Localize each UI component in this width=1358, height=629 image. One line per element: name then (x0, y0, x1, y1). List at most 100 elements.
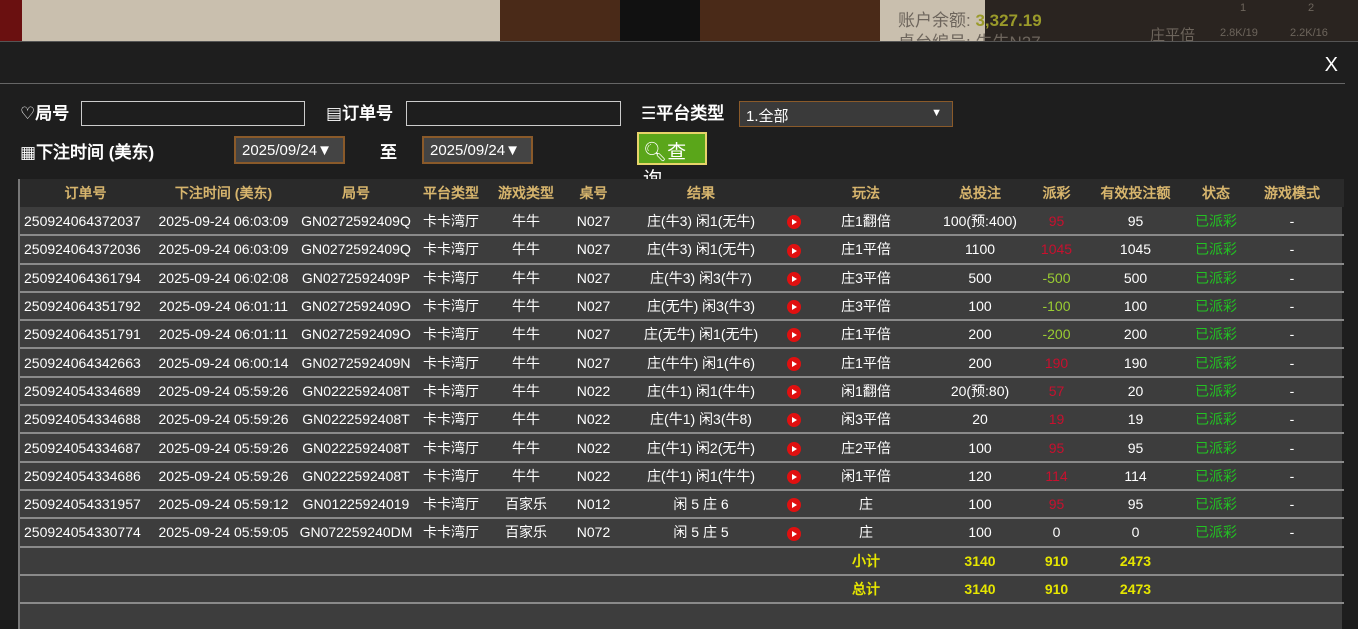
order-id: 250924054334686 (20, 461, 151, 491)
play-video-icon[interactable] (786, 498, 801, 513)
status-badge: 已派彩 (1192, 348, 1240, 378)
table-row: 250924054330774 2025-09-24 05:59:05 GN0722… (20, 518, 1344, 548)
valid-bet: 500 (1079, 263, 1192, 293)
total-bet: 20 (926, 405, 1034, 435)
total-valid: 2473 (1079, 574, 1192, 605)
result: 闲 5 庄 5 (621, 518, 781, 548)
empty-cell (1192, 574, 1240, 605)
valid-bet: 190 (1079, 348, 1192, 378)
order-input[interactable] (406, 101, 621, 126)
game-type: 百家乐 (486, 489, 566, 520)
column-header: 订单号 (20, 179, 151, 207)
empty-cell (416, 574, 486, 605)
bet-time: 2025-09-24 05:59:05 (151, 518, 296, 548)
bet-option: 庄3平倍 (806, 263, 926, 293)
round-id: GN0222592408T (296, 405, 416, 435)
platform: 卡卡湾厅 (416, 291, 486, 322)
result: 庄(牛1) 闲3(牛8) (621, 405, 781, 435)
valid-bet: 100 (1079, 291, 1192, 322)
order-id: 250924064351792 (20, 291, 151, 322)
play-video-icon[interactable] (786, 356, 801, 371)
round-input[interactable] (81, 101, 305, 126)
empty-cell (781, 546, 806, 576)
payout: -200 (1034, 320, 1079, 350)
status-badge: 已派彩 (1192, 518, 1240, 548)
play-video-icon[interactable] (786, 469, 801, 484)
platform: 卡卡湾厅 (416, 348, 486, 378)
result: 庄(无牛) 闲1(无牛) (621, 320, 781, 350)
valid-bet: 1045 (1079, 235, 1192, 265)
order-filter-label: ▤订单号 (326, 104, 394, 123)
play-video-icon[interactable] (786, 441, 801, 456)
bet-option: 庄 (806, 489, 926, 520)
bet-time: 2025-09-24 05:59:26 (151, 433, 296, 463)
game-type: 牛牛 (486, 320, 566, 350)
order-id: 250924054331957 (20, 489, 151, 520)
bet-time: 2025-09-24 06:00:14 (151, 348, 296, 378)
empty-cell (621, 546, 781, 576)
date-to-picker[interactable]: 2025/09/24▼ (422, 136, 533, 164)
payout: 57 (1034, 376, 1079, 407)
query-button[interactable]: 🔍︎查询 (637, 132, 707, 190)
play-video-icon[interactable] (786, 413, 801, 428)
game-type: 牛牛 (486, 207, 566, 237)
payout: 19 (1034, 405, 1079, 435)
game-type: 牛牛 (486, 348, 566, 378)
column-header: 平台类型 (416, 179, 486, 207)
result: 庄(牛3) 闲1(无牛) (621, 235, 781, 265)
valid-bet: 114 (1079, 461, 1192, 491)
payout: 95 (1034, 489, 1079, 520)
empty-cell (296, 546, 416, 576)
total-bet: 1100 (926, 235, 1034, 265)
total-bet: 100(预:400) (926, 207, 1034, 237)
tag-icon: ♡ (20, 104, 36, 123)
play-video-icon[interactable] (786, 328, 801, 343)
platform: 卡卡湾厅 (416, 263, 486, 293)
subtotal-payout: 910 (1034, 546, 1079, 576)
column-header: 结果 (621, 179, 781, 207)
column-header: 下注时间 (美东) (151, 179, 296, 207)
table-id: N027 (566, 291, 621, 322)
valid-bet: 95 (1079, 489, 1192, 520)
bet-option: 闲1翻倍 (806, 376, 926, 407)
column-header: 游戏类型 (486, 179, 566, 207)
payout: 114 (1034, 461, 1079, 491)
result: 庄(无牛) 闲3(牛3) (621, 291, 781, 322)
column-header: 有效投注额 (1079, 179, 1192, 207)
balance-label: 账户余额: (898, 11, 971, 30)
payout: 190 (1034, 348, 1079, 378)
empty-cell (296, 574, 416, 605)
play-video-icon[interactable] (786, 271, 801, 286)
stat-value: 2.2K/16 (1290, 27, 1328, 39)
result: 庄(牛1) 闲1(牛牛) (621, 376, 781, 407)
total-row: 总计 3140 910 2473 (20, 574, 1344, 605)
game-mode: - (1240, 461, 1344, 491)
table-id: N022 (566, 405, 621, 435)
valid-bet: 0 (1079, 518, 1192, 548)
close-button[interactable]: X (1324, 54, 1338, 76)
game-mode: - (1240, 489, 1344, 520)
table-row: 250924054334687 2025-09-24 05:59:26 GN0222… (20, 433, 1344, 463)
empty-cell (621, 574, 781, 605)
empty-cell (566, 574, 621, 605)
result: 庄(牛1) 闲2(无牛) (621, 433, 781, 463)
bet-table: 订单号 下注时间 (美东) 局号 平台类型 游戏类型 桌号 结果 玩法 总投注 派彩 有效投注额 状态… (18, 179, 1344, 629)
table-id: N022 (566, 433, 621, 463)
divider (0, 83, 1345, 84)
platform-select[interactable]: 1.全部 ▼ (739, 101, 953, 127)
play-video-icon[interactable] (786, 300, 801, 315)
platform: 卡卡湾厅 (416, 320, 486, 350)
platform: 卡卡湾厅 (416, 518, 486, 548)
payout: 95 (1034, 433, 1079, 463)
bet-option: 庄 (806, 518, 926, 548)
play-video-icon[interactable] (786, 243, 801, 258)
order-id: 250924064351791 (20, 320, 151, 350)
game-mode: - (1240, 235, 1344, 265)
order-id: 250924054334687 (20, 433, 151, 463)
platform: 卡卡湾厅 (416, 207, 486, 237)
play-video-icon[interactable] (786, 214, 801, 229)
play-video-icon[interactable] (786, 385, 801, 400)
date-from-picker[interactable]: 2025/09/24▼ (234, 136, 345, 164)
play-video-icon[interactable] (786, 526, 801, 541)
empty-cell (1240, 546, 1344, 576)
